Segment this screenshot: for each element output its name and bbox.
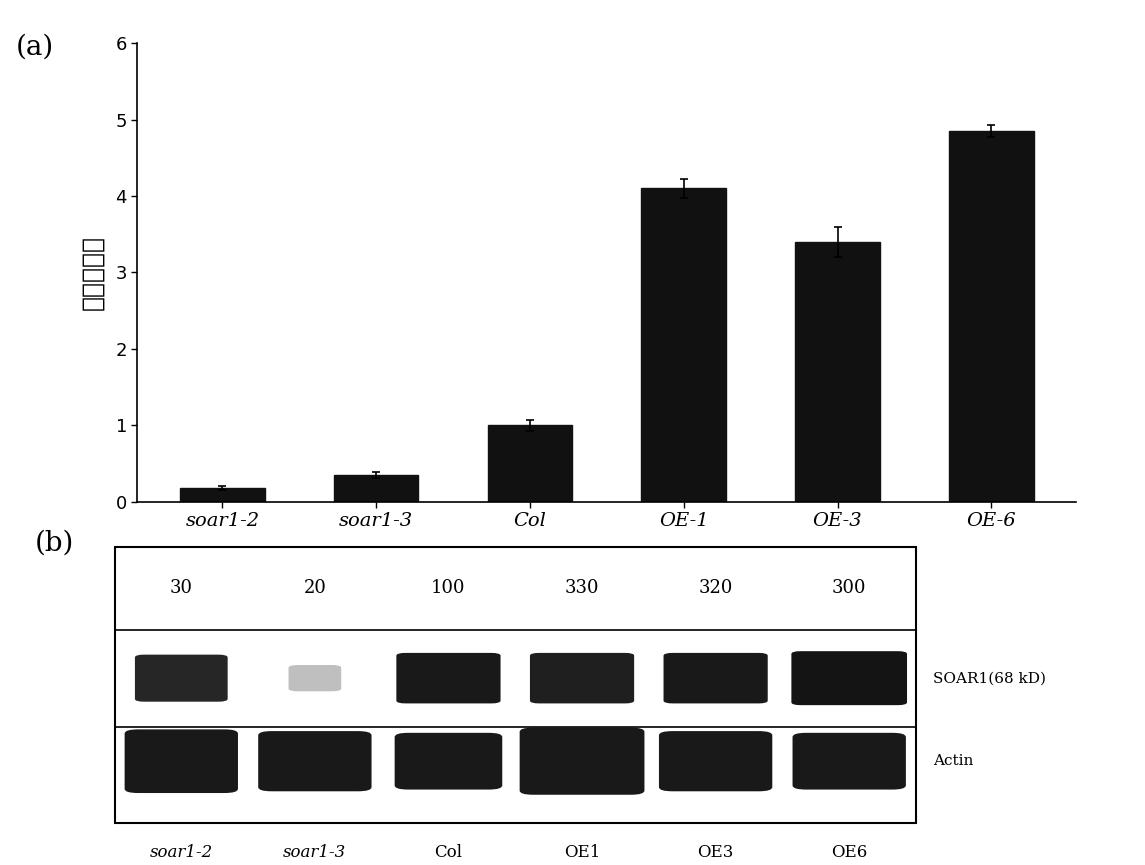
Bar	[641, 189, 726, 502]
FancyBboxPatch shape	[395, 733, 503, 790]
Bar	[796, 242, 879, 502]
Text: OE1: OE1	[563, 844, 600, 862]
Text: Actin: Actin	[933, 754, 973, 768]
Text: OE3: OE3	[697, 844, 734, 862]
Text: 330: 330	[564, 580, 599, 597]
Y-axis label: 相对表达量: 相对表达量	[80, 235, 104, 310]
FancyBboxPatch shape	[259, 731, 371, 791]
FancyBboxPatch shape	[396, 653, 500, 703]
Text: SOAR1(68 kD): SOAR1(68 kD)	[933, 671, 1047, 685]
FancyBboxPatch shape	[664, 653, 767, 703]
Text: soar1-3: soar1-3	[283, 844, 347, 862]
FancyBboxPatch shape	[791, 651, 907, 705]
FancyBboxPatch shape	[520, 727, 645, 795]
Bar	[488, 426, 572, 502]
Text: OE6: OE6	[831, 844, 867, 862]
FancyBboxPatch shape	[530, 653, 634, 703]
FancyBboxPatch shape	[135, 655, 228, 702]
FancyBboxPatch shape	[792, 733, 906, 790]
FancyBboxPatch shape	[125, 729, 238, 793]
Text: 20: 20	[303, 580, 326, 597]
FancyBboxPatch shape	[289, 665, 341, 691]
Text: (b): (b)	[34, 529, 73, 556]
Text: soar1-2: soar1-2	[150, 844, 213, 862]
Bar	[180, 488, 264, 502]
Bar	[334, 475, 418, 502]
Text: Col: Col	[434, 844, 463, 862]
Text: 100: 100	[432, 580, 466, 597]
Text: (a): (a)	[15, 34, 54, 61]
Text: 320: 320	[698, 580, 733, 597]
FancyBboxPatch shape	[660, 731, 772, 791]
Text: 30: 30	[169, 580, 192, 597]
Text: 300: 300	[832, 580, 867, 597]
Bar	[949, 131, 1034, 502]
